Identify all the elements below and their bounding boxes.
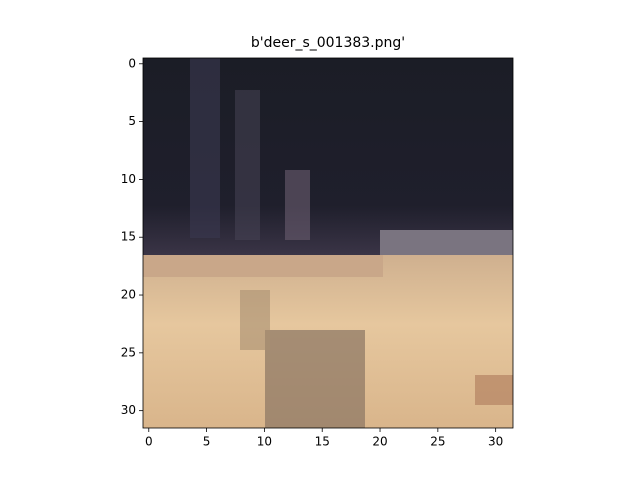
image-patch — [475, 375, 513, 405]
image-shadow — [265, 330, 365, 428]
y-tick-label: 0 — [128, 56, 136, 70]
image-shadow — [240, 290, 270, 350]
y-tick-label: 15 — [121, 230, 136, 244]
y-tick-label: 20 — [121, 288, 136, 302]
y-tick-label: 10 — [121, 172, 136, 186]
axes-frame — [142, 57, 514, 429]
x-tick-label: 20 — [372, 435, 387, 449]
x-tick-label: 30 — [488, 435, 503, 449]
y-tick-label: 5 — [128, 114, 136, 128]
y-tick-label: 25 — [121, 345, 136, 359]
x-tick-label: 0 — [145, 435, 153, 449]
x-tick-label: 15 — [315, 435, 330, 449]
x-tick-label: 25 — [430, 435, 445, 449]
image-ground — [143, 255, 383, 277]
chart-title: b'deer_s_001383.png' — [251, 35, 405, 51]
image — [143, 58, 513, 428]
x-tick-label: 10 — [257, 435, 272, 449]
image-trunk — [285, 170, 310, 240]
y-tick-label: 30 — [121, 403, 136, 417]
image-trunk — [190, 58, 220, 238]
image-trunk — [235, 90, 260, 240]
image-band — [380, 230, 513, 255]
x-tick-label: 5 — [203, 435, 211, 449]
